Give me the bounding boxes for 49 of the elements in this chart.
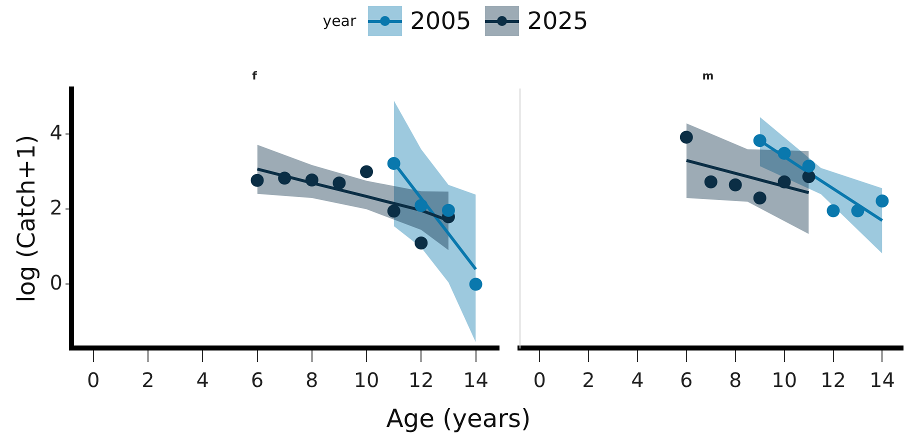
- legend-title: year: [322, 12, 356, 30]
- x-tick-label: 0: [533, 368, 546, 392]
- x-tick-label: 10: [354, 368, 380, 392]
- point: [778, 146, 791, 160]
- point: [414, 198, 428, 212]
- legend-label: 2005: [410, 7, 472, 35]
- x-tick-label: 8: [306, 368, 318, 392]
- x-tick-label: 0: [87, 368, 100, 392]
- y-tick-label: 2: [50, 195, 63, 220]
- point: [778, 175, 791, 188]
- point: [305, 173, 318, 186]
- point: [680, 130, 693, 144]
- x-tick-label: 8: [728, 368, 742, 392]
- x-tick-label: 10: [772, 368, 798, 392]
- point: [469, 278, 482, 291]
- point: [753, 134, 766, 148]
- x-tick-label: 2: [582, 368, 595, 392]
- y-axis-title: log (Catch+1): [12, 134, 41, 302]
- point: [876, 194, 889, 208]
- chart-title: f: [252, 69, 258, 82]
- x-tick-label: 4: [196, 368, 209, 392]
- point: [826, 204, 840, 218]
- point: [802, 160, 816, 173]
- point: [704, 175, 718, 188]
- point: [414, 236, 428, 250]
- point: [387, 156, 400, 170]
- point: [753, 191, 766, 204]
- point: [802, 170, 816, 184]
- point: [728, 178, 742, 192]
- point: [332, 176, 346, 190]
- x-tick-label: 14: [869, 368, 895, 392]
- point: [278, 172, 292, 185]
- x-tick-label: 2: [142, 368, 154, 392]
- x-tick-label: 6: [250, 368, 264, 392]
- x-tick-label: 14: [463, 368, 489, 392]
- chart-title: m: [702, 69, 714, 82]
- x-tick-label: 6: [680, 368, 693, 392]
- x-tick-label: 12: [408, 368, 434, 392]
- y-tick-label: 4: [50, 120, 63, 144]
- point: [250, 174, 264, 187]
- x-tick-label: 12: [820, 368, 846, 392]
- x-tick-label: 4: [631, 368, 644, 392]
- x-axis-title: Age (years): [385, 404, 532, 433]
- y-tick-label: 0: [50, 270, 63, 294]
- point: [442, 204, 455, 217]
- legend-label: 2025: [527, 7, 588, 35]
- point: [387, 204, 400, 218]
- point: [851, 204, 864, 218]
- point: [360, 165, 374, 178]
